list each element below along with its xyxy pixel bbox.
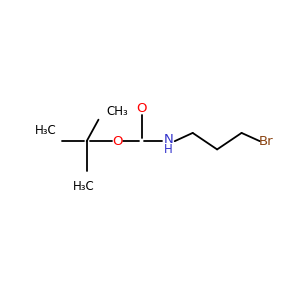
Text: CH₃: CH₃: [107, 105, 128, 118]
Text: O: O: [112, 135, 123, 148]
Text: H: H: [164, 143, 172, 156]
Text: O: O: [136, 102, 147, 115]
Text: Br: Br: [259, 135, 274, 148]
Text: H₃C: H₃C: [34, 124, 56, 137]
Text: H₃C: H₃C: [73, 180, 94, 193]
Text: N: N: [164, 133, 173, 146]
